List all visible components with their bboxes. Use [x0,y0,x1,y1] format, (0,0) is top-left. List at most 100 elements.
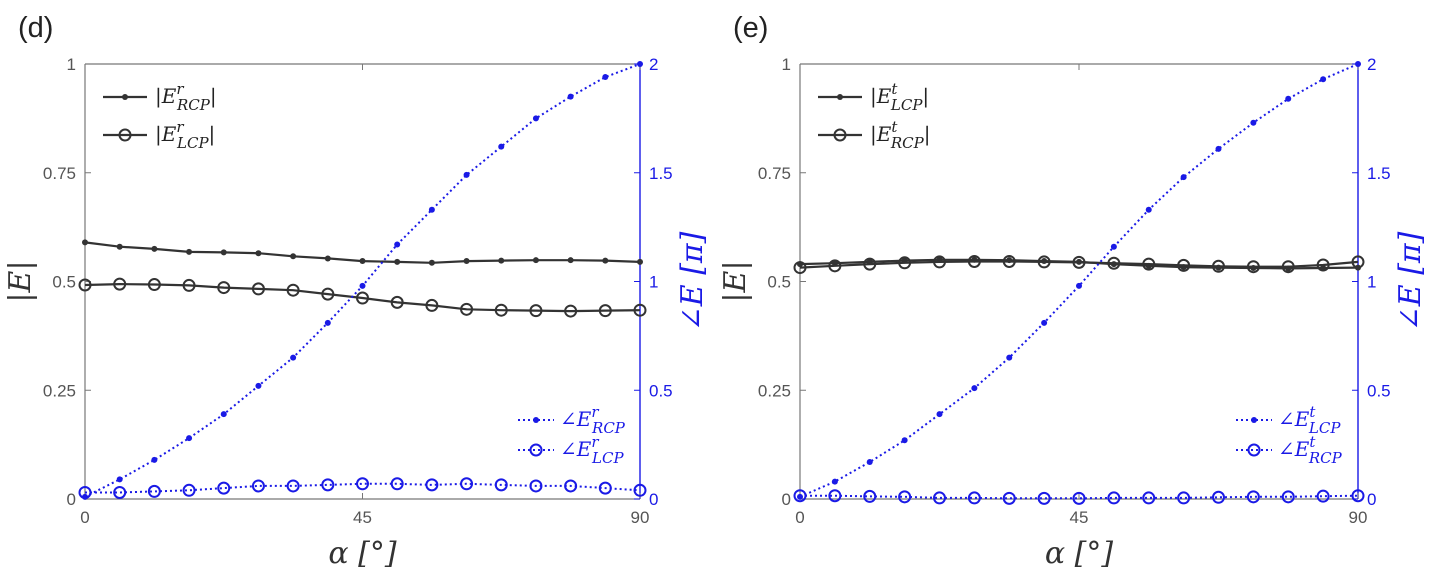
data-point-circle [598,304,612,318]
data-point-circle [1281,490,1295,504]
y-right-tick-label: 2 [649,55,658,74]
y-left-axis-label: |E| [718,260,753,302]
data-point-circle [1212,259,1225,273]
data-point-dot [498,257,505,264]
data-point-dot [290,354,297,361]
data-point-circle [251,282,265,296]
data-point-circle [182,483,196,497]
data-point-circle [793,489,807,503]
data-point-circle [390,295,404,309]
y-right-tick-label: 1.5 [1367,164,1391,183]
data-point-dot [1145,206,1152,213]
data-point-dot [971,385,978,392]
legend-entry-magnitude: |Et RCP| [870,118,931,152]
data-point-dot [831,478,838,485]
data-point-circle [1072,491,1086,505]
data-point-dot [1355,61,1361,67]
data-point-circle [967,254,981,268]
data-point-circle [898,256,912,270]
data-point-circle [1177,258,1191,272]
data-point-dot [116,476,123,483]
data-point-circle [933,255,946,269]
data-point-circle [1316,489,1330,503]
data-point-circle [321,478,335,492]
data-point-circle [251,479,265,493]
data-point-dot [567,93,574,100]
data-point-circle [898,490,912,504]
legend-marker [1251,417,1257,423]
data-point-dot [428,206,435,213]
data-point-circle [321,287,335,301]
legend-marker [837,94,843,100]
y-left-tick-label: 0.75 [43,164,76,183]
data-point-circle [460,302,474,316]
series-line-2 [799,63,1359,498]
data-point-dot [186,248,193,255]
data-point-dot [567,257,574,264]
x-tick-label: 90 [631,508,650,527]
data-point-circle [1002,491,1016,505]
x-tick-label: 45 [1070,508,1089,527]
data-point-circle [529,304,543,318]
data-point-dot [936,411,943,418]
data-point-circle [217,481,231,495]
legend-marker [118,128,132,142]
data-point-circle [564,479,578,493]
y-left-axis-label: |E| [3,260,38,302]
data-point-circle [1316,258,1330,272]
y-right-tick-label: 2 [1367,55,1376,74]
data-point-dot [220,411,227,418]
data-point-dot [463,171,470,178]
data-point-dot [1250,119,1257,126]
legend-entry-phase: ∠Et RCP [1278,433,1343,467]
series-line-1 [799,260,1359,269]
data-point-circle [390,477,404,491]
legend-marker [533,417,539,423]
data-point-circle [356,477,369,491]
data-point-circle [460,477,474,491]
data-point-circle [933,491,946,505]
data-point-circle [1037,491,1051,505]
data-point-dot [637,61,643,67]
series-line-3 [85,482,641,494]
data-point-circle [1072,255,1086,269]
data-point-dot [186,435,193,442]
data-point-circle [182,278,196,292]
data-point-circle [425,298,439,312]
legend-marker [1247,443,1261,457]
y-left-tick-label: 1 [782,55,791,74]
data-point-circle [1107,491,1121,505]
data-point-dot [290,253,297,260]
data-point-circle [494,303,508,317]
data-point-circle [793,261,807,275]
y-left-tick-label: 0.25 [43,381,76,400]
data-point-circle [633,483,647,497]
data-point-circle [1246,490,1260,504]
data-point-dot [255,250,262,257]
y-right-tick-label: 0.5 [649,381,673,400]
data-point-dot [637,258,643,265]
data-point-dot [1180,174,1187,181]
y-left-tick-label: 0.25 [758,381,791,400]
data-point-dot [324,255,331,262]
data-point-circle [147,278,161,292]
y-right-tick-label: 0 [1367,490,1376,509]
x-axis-label: α [°] [328,536,396,571]
data-point-circle [217,281,231,295]
y-left-tick-label: 0.5 [52,273,76,292]
data-point-dot [532,257,539,264]
legend-entry-phase: ∠Et LCP [1278,403,1341,437]
data-point-circle [286,283,300,297]
legend-marker [833,128,847,142]
data-point-dot [116,243,123,250]
y-right-tick-label: 1.5 [649,164,673,183]
data-point-circle [1281,260,1295,274]
data-point-dot [255,382,262,389]
data-point-dot [428,259,435,266]
x-tick-label: 45 [353,508,372,527]
data-point-dot [151,456,158,463]
data-point-circle [1246,260,1260,274]
